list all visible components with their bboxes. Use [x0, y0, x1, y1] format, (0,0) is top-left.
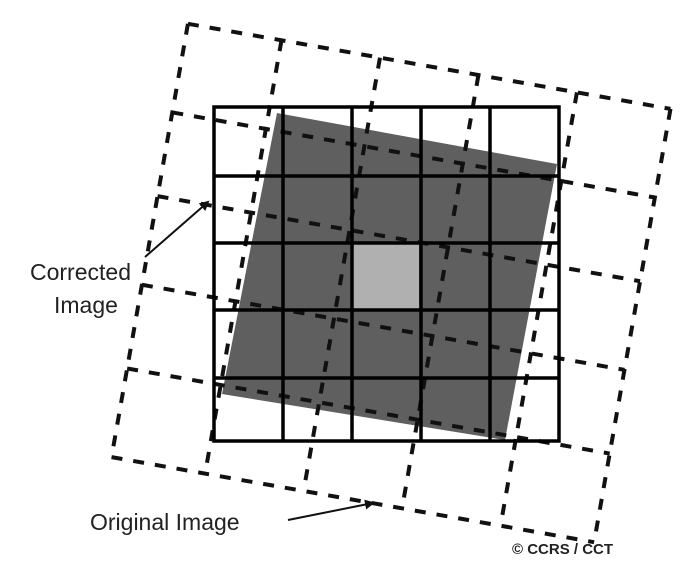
original-grid-line — [141, 282, 625, 372]
original-grid-line — [126, 366, 611, 456]
copyright-credit: © CCRS / CCT — [512, 541, 613, 558]
original-image-label: Original Image — [90, 509, 240, 535]
highlighted-pixel — [353, 243, 419, 309]
original-grid-line — [111, 455, 595, 545]
original-grid-line — [203, 39, 284, 474]
original-grid-line — [400, 74, 481, 509]
corrected-grid-border — [212, 105, 561, 443]
original-grid-line — [592, 108, 673, 543]
original-grid-line — [109, 23, 190, 458]
corrected-image-arrow — [144, 200, 210, 258]
original-grid-line — [157, 194, 641, 284]
original-image-grid — [109, 21, 673, 545]
corrected-image-label-line2: Image — [54, 292, 118, 318]
corrected-image-grid — [212, 105, 561, 443]
original-grid-line — [187, 21, 671, 111]
original-grid-line — [171, 110, 656, 200]
original-grid-line — [301, 57, 382, 492]
original-image-arrow — [287, 499, 375, 521]
corrected-image-label-line1: Corrected — [30, 259, 131, 285]
